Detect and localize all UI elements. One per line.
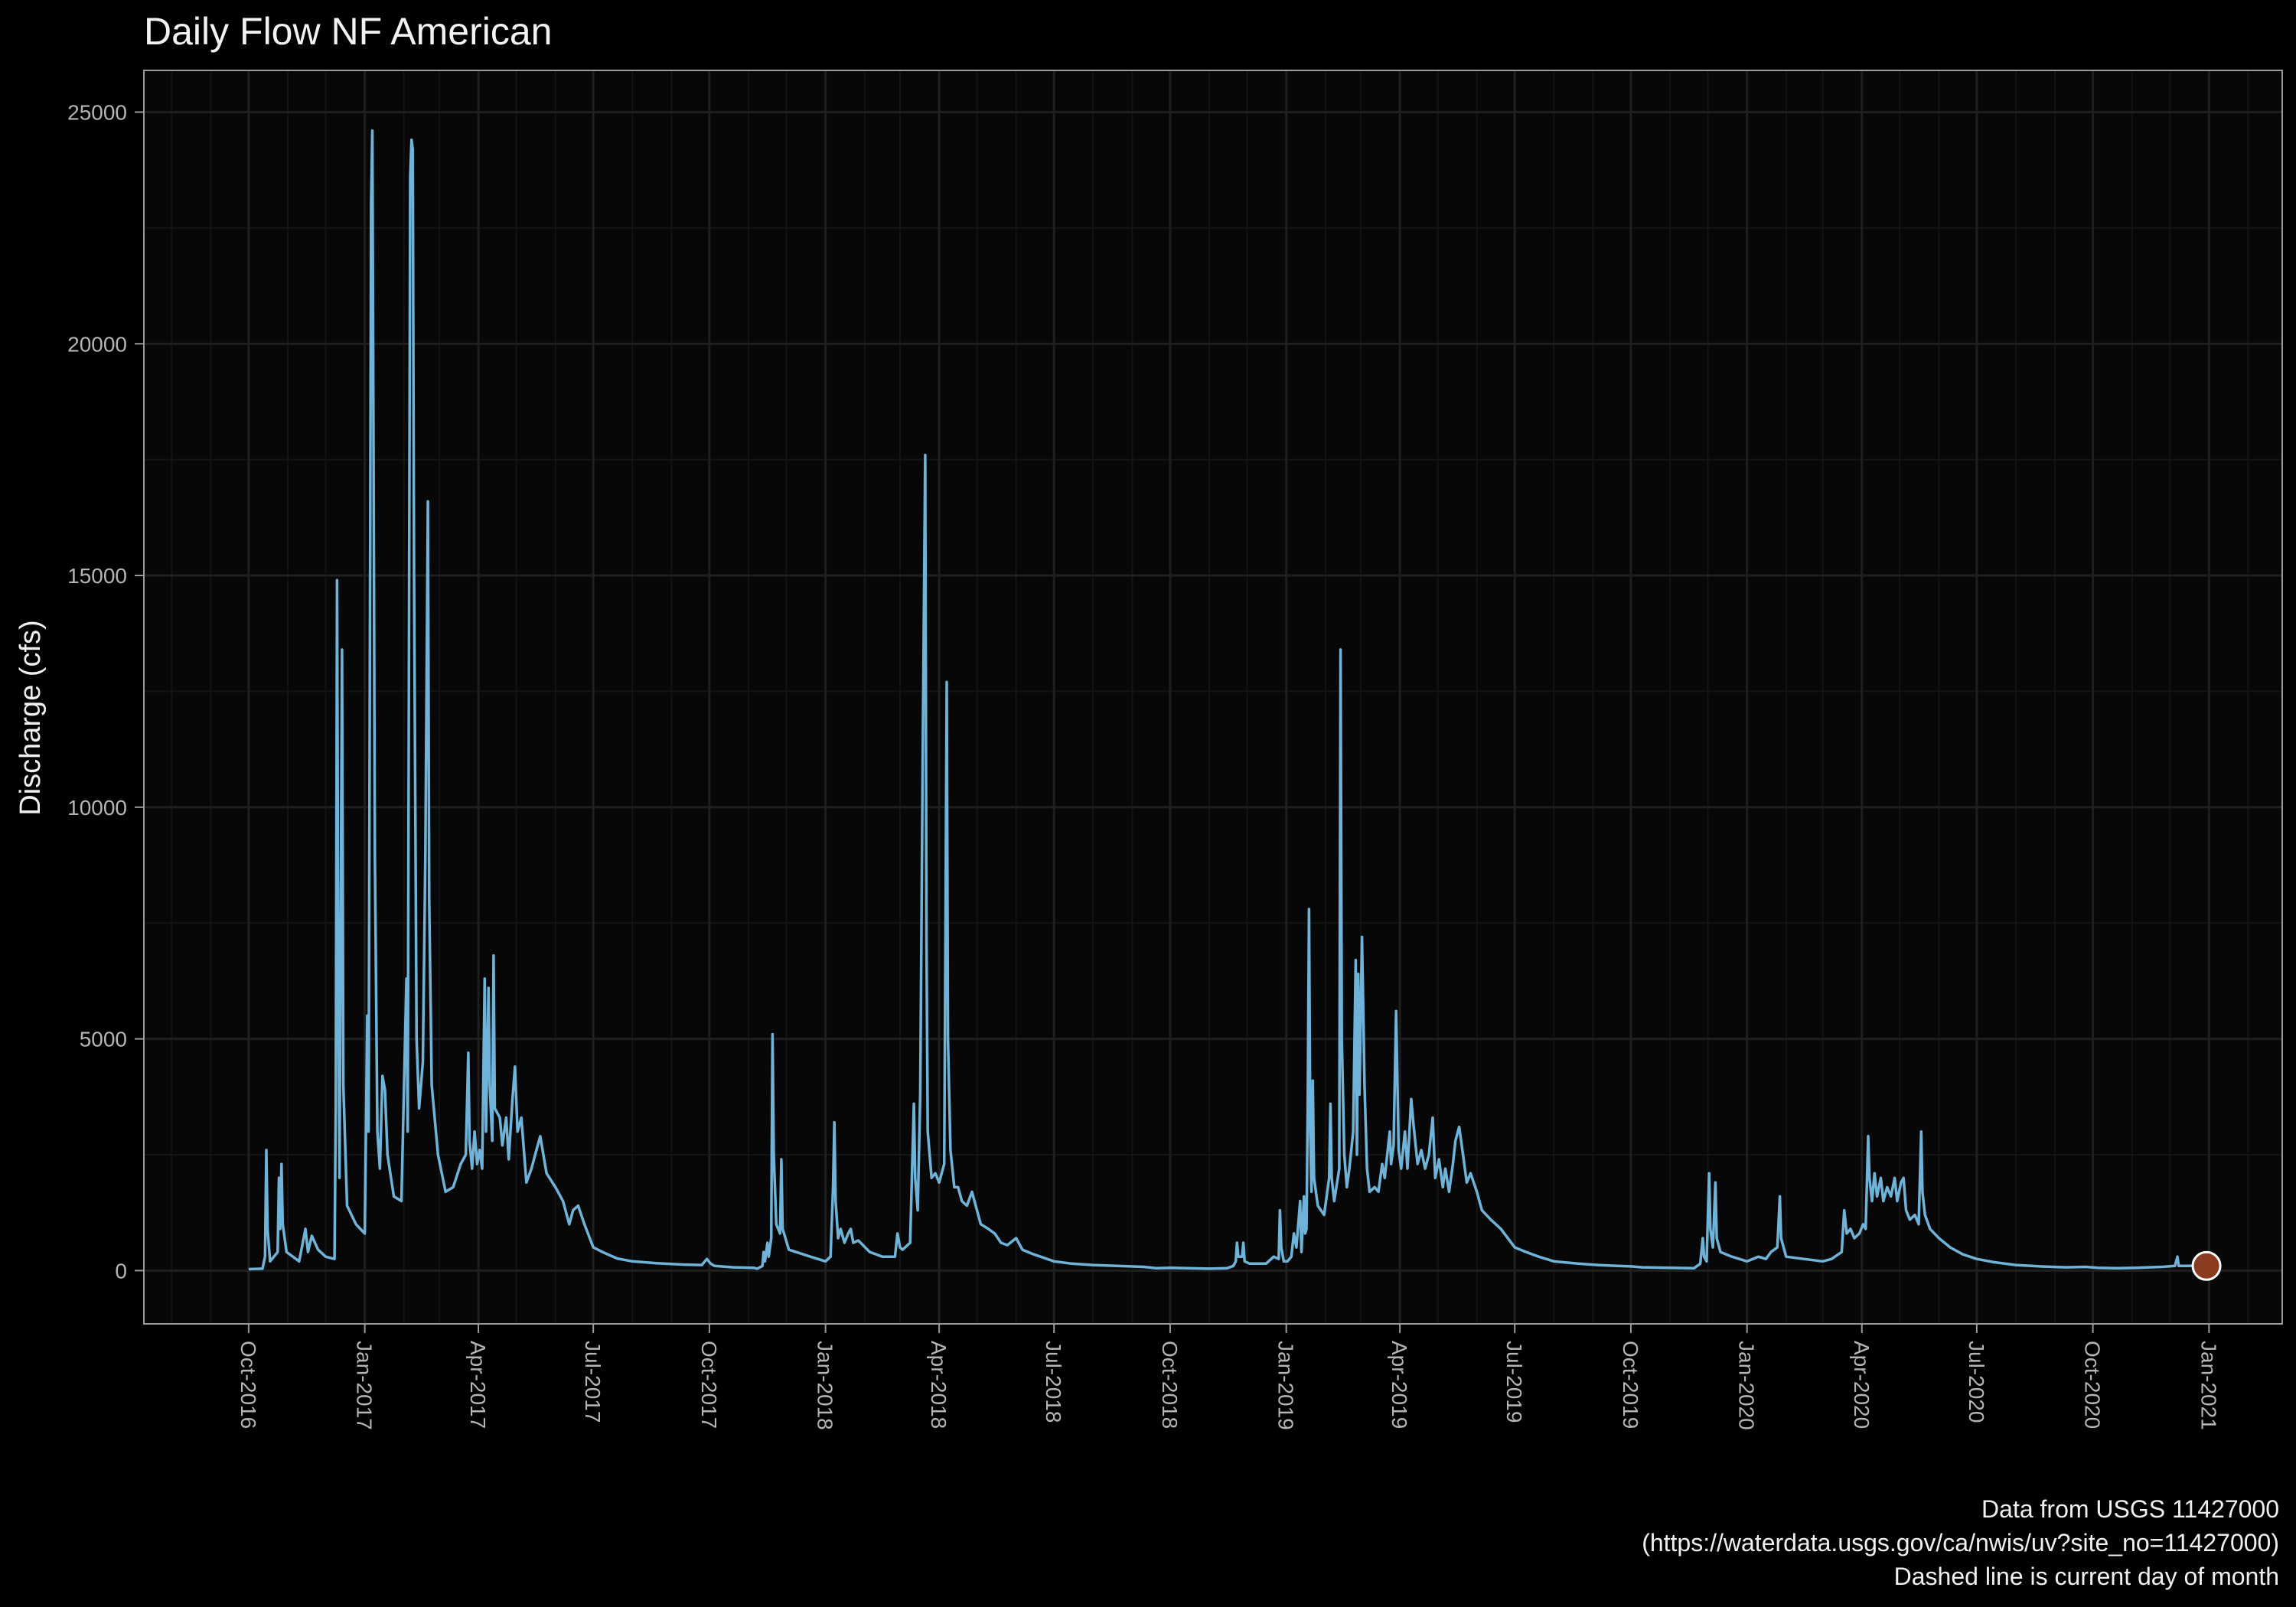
y-tick-label: 25000: [67, 100, 127, 124]
caption-line-source: Data from USGS 11427000: [1981, 1495, 2279, 1523]
x-tick-label: Oct-2016: [236, 1341, 260, 1429]
x-tick-label: Apr-2017: [466, 1341, 490, 1429]
y-tick-label: 20000: [67, 332, 127, 356]
y-axis-title: Discharge (cfs): [15, 620, 47, 816]
x-tick-label: Apr-2018: [927, 1341, 951, 1429]
marker-layer: [2191, 1250, 2222, 1281]
plot-panel: [144, 70, 2282, 1324]
x-tick-label: Oct-2020: [2081, 1341, 2105, 1429]
x-tick-label: Jan-2018: [814, 1341, 837, 1430]
x-tick-label: Jan-2019: [1274, 1341, 1298, 1430]
major-gridlines: [144, 70, 2282, 1324]
x-tick-label: Apr-2020: [1850, 1341, 1874, 1429]
series-layer: [248, 129, 2207, 1271]
x-tick-label: Jan-2020: [1735, 1341, 1759, 1430]
x-tick-label: Oct-2019: [1619, 1341, 1642, 1429]
y-tick-label: 5000: [80, 1028, 127, 1051]
y-tick-label: 0: [115, 1259, 127, 1283]
x-tick-label: Apr-2019: [1388, 1341, 1411, 1429]
caption-line-note: Dashed line is current day of month: [1893, 1563, 2279, 1590]
y-tick-label: 10000: [67, 796, 127, 820]
plot-border: [143, 70, 2283, 1325]
x-tick-label: Oct-2018: [1158, 1341, 1182, 1429]
caption-line-url: (https://waterdata.usgs.gov/ca/nwis/uv?s…: [1642, 1529, 2279, 1556]
x-tick-label: Jan-2017: [353, 1341, 377, 1430]
x-tick-label: Jan-2021: [2197, 1341, 2220, 1430]
x-tick-label: Jul-2018: [1042, 1341, 1065, 1423]
x-tick-label: Oct-2017: [697, 1341, 721, 1429]
y-tick-label: 15000: [67, 564, 127, 588]
chart-title: Daily Flow NF American: [144, 10, 553, 53]
x-tick-label: Jul-2017: [581, 1341, 605, 1423]
caption: Data from USGS 11427000 (https://waterda…: [1642, 1492, 2279, 1593]
current-day-marker: [2191, 1250, 2222, 1281]
x-tick-label: Jul-2019: [1502, 1341, 1526, 1423]
flow-series-line: [248, 129, 2207, 1271]
x-tick-label: Jul-2020: [1965, 1341, 1988, 1423]
y-axis: 0 5000 10000 15000 20000 25000: [67, 100, 144, 1283]
x-axis: Oct-2016 Jan-2017 Apr-2017 Jul-2017 Oct-2017…: [236, 1324, 2220, 1430]
